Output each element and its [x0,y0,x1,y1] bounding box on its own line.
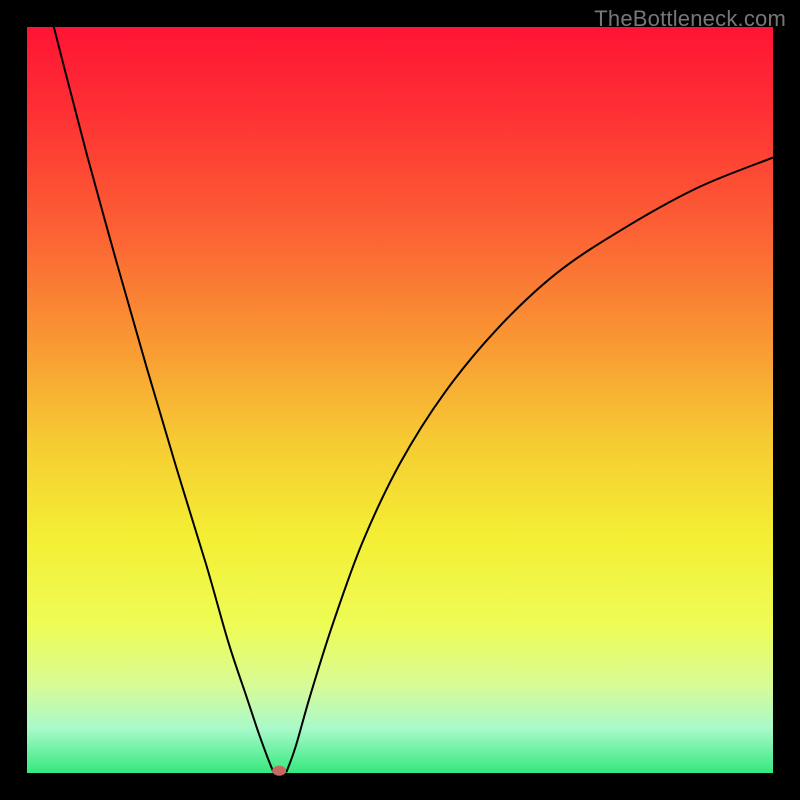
watermark-text: TheBottleneck.com [594,6,786,32]
optimal-point-marker [272,766,286,776]
chart-gradient-bg [27,27,773,773]
bottleneck-chart [0,0,800,800]
chart-svg [0,0,800,800]
